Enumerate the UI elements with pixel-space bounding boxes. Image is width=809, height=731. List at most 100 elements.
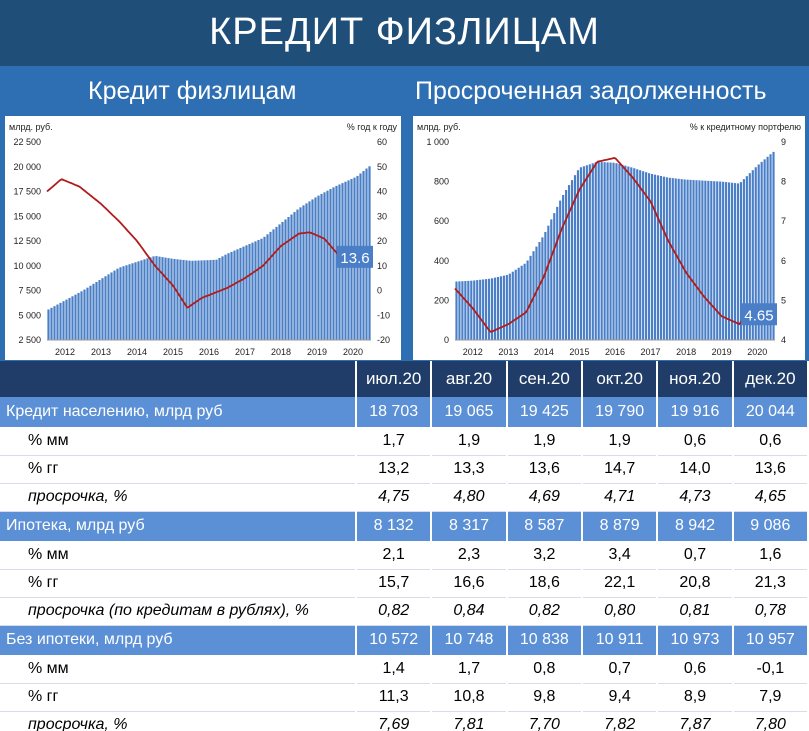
bar (704, 180, 707, 340)
bar (290, 214, 293, 340)
bar (567, 185, 571, 340)
chart-title-overdue: Просроченная задолженность (415, 77, 767, 105)
bar (86, 287, 89, 340)
bar (526, 260, 529, 340)
table-cell: 19 065 (431, 397, 508, 427)
table-cell: 9,4 (581, 683, 659, 712)
bar (209, 260, 212, 340)
bar (594, 162, 597, 340)
bar (155, 256, 158, 340)
bar (686, 179, 689, 340)
table-cell: 10 838 (506, 625, 583, 655)
group-row: Ипотека, млрд руб 8 132 8 317 8 587 8 879 8 9… (0, 511, 809, 541)
credit-chart: млрд. руб. % год к году 22 500 20 000 17 500… (5, 116, 401, 360)
bar (206, 260, 209, 340)
bar (281, 221, 284, 340)
bar (683, 179, 686, 340)
bar (668, 177, 671, 340)
table-cell: 7,70 (506, 711, 583, 731)
table-cell: 1,4 (356, 655, 433, 684)
table-cell: 0,7 (581, 655, 659, 684)
table-cell: 3,2 (506, 541, 583, 570)
table-cell: 2,1 (356, 541, 433, 570)
bar (101, 278, 104, 340)
bar (733, 183, 737, 340)
bar (125, 265, 128, 340)
bar (200, 260, 203, 340)
bar (639, 170, 642, 340)
bar (164, 257, 167, 340)
y-left-tick-label: 400 (434, 256, 449, 266)
credit-chart-svg: млрд. руб. % год к году 22 500 20 000 17 500… (9, 122, 397, 357)
row-label: Кредит населению, млрд руб (0, 397, 357, 427)
bar (92, 283, 95, 340)
bar (293, 212, 296, 340)
bar (275, 226, 278, 340)
table-cell: 1,9 (506, 427, 583, 456)
column-header: дек.20 (732, 361, 809, 397)
bar (585, 165, 588, 340)
bar (591, 163, 594, 340)
bar (116, 268, 119, 340)
bar (458, 281, 461, 340)
bar (772, 151, 775, 340)
y-right-tick-label: 10 (377, 261, 387, 271)
bar (748, 173, 751, 340)
bar (689, 179, 692, 340)
bar (170, 258, 173, 340)
line-series (454, 157, 774, 333)
bar (299, 207, 302, 340)
bar (110, 272, 113, 340)
last-value-label: 13.6 (340, 250, 369, 267)
bar (665, 177, 668, 340)
bar (185, 260, 188, 340)
y-right-tick-label: 50 (377, 162, 387, 172)
bar (630, 167, 633, 340)
bar (514, 269, 517, 340)
bar (565, 190, 568, 340)
line-series (46, 178, 370, 309)
bar (618, 164, 621, 340)
bar (716, 181, 719, 340)
bar (77, 292, 80, 340)
table-cell: 0,78 (732, 597, 809, 626)
y-left-tick-label: 800 (434, 177, 449, 187)
y-left-tick-label: 5 000 (18, 310, 41, 320)
table-cell: 13,6 (732, 455, 809, 484)
bar (464, 281, 467, 340)
y-right-tick-label: 5 (781, 295, 786, 305)
bar (722, 181, 725, 340)
y-left-tick-label: 0 (444, 335, 449, 345)
bar (476, 280, 479, 340)
y-right-tick-label: -20 (377, 335, 390, 345)
table-cell: 8 317 (431, 511, 508, 541)
bar (588, 164, 591, 340)
bar (62, 301, 65, 340)
y-left-tick-label: 17 500 (13, 187, 41, 197)
x-tick-label: 2012 (55, 347, 75, 357)
bar (707, 180, 710, 340)
table-cell: 10 572 (356, 625, 433, 655)
bar (296, 209, 299, 340)
row-label: просрочка, % (0, 483, 357, 512)
bar (305, 203, 308, 340)
bar (642, 171, 645, 340)
bar (541, 237, 544, 340)
bar (134, 262, 137, 340)
row-label: % гг (0, 455, 357, 484)
table-cell: 19 790 (581, 397, 659, 427)
table-row: % гг 11,3 10,8 9,8 9,4 8,9 7,9 (0, 683, 809, 712)
table-cell: 3,4 (581, 541, 659, 570)
table-cell: 7,80 (732, 711, 809, 731)
table-cell: 9 086 (732, 511, 809, 541)
bar (329, 189, 332, 340)
bar (218, 257, 221, 340)
bar (308, 201, 311, 340)
bar (227, 253, 230, 340)
table-cell: 0,7 (657, 541, 734, 570)
table-row: просрочка, % 7,69 7,81 7,70 7,82 7,87 7,80 (0, 711, 809, 731)
table-cell: 19 425 (506, 397, 583, 427)
bar (230, 251, 233, 340)
bar (56, 304, 59, 340)
